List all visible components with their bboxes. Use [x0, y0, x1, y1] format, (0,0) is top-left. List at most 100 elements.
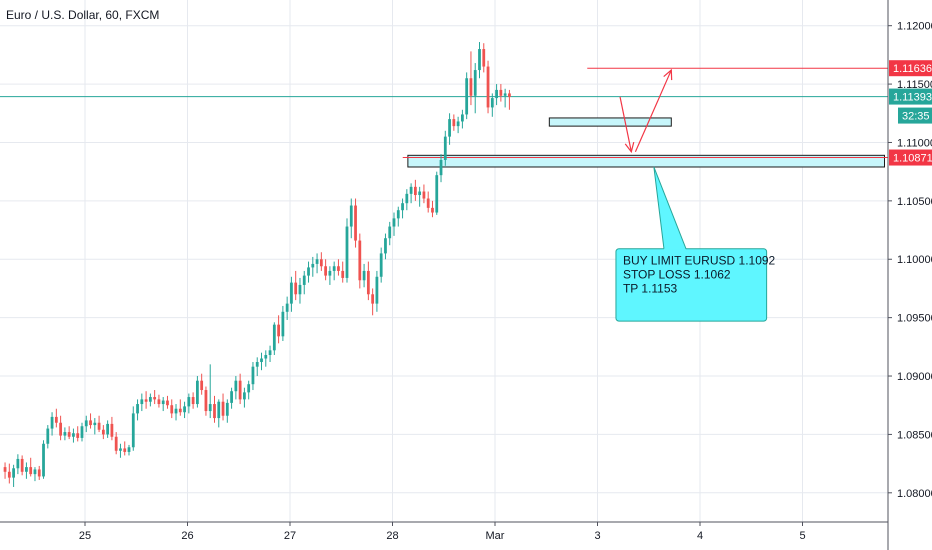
candle-body — [478, 49, 481, 71]
candle-body — [204, 390, 208, 412]
candle-body — [3, 467, 7, 472]
candle-body — [473, 70, 477, 96]
price-tick-label: 1.09500 — [897, 313, 932, 325]
candle-body — [418, 191, 422, 196]
trade-arrow-line — [634, 69, 672, 153]
candle-body — [166, 400, 169, 406]
candle-body — [499, 89, 503, 96]
candle-body — [332, 266, 336, 271]
candle-body — [63, 432, 67, 436]
candle-body — [140, 399, 144, 405]
candle-body — [337, 266, 340, 271]
candle-body — [110, 423, 114, 437]
candle-body — [413, 186, 417, 196]
candle-body — [144, 399, 148, 402]
candle-body — [80, 426, 84, 438]
candle-body — [208, 404, 212, 412]
candle-body — [392, 218, 396, 227]
candle-body — [465, 78, 469, 115]
candle-body — [435, 175, 439, 213]
candle-body — [196, 380, 199, 405]
trade-arrow-line — [619, 96, 632, 152]
candle-body — [213, 404, 216, 419]
time-tick-label: 26 — [181, 530, 193, 542]
candle-body — [490, 98, 494, 108]
candle-body — [319, 259, 323, 267]
candle-body — [281, 311, 285, 337]
candle-body — [268, 350, 272, 356]
candle-body — [422, 191, 426, 199]
candle-body — [67, 432, 71, 437]
time-tick-label: 28 — [386, 530, 398, 542]
time-tick-label: 3 — [594, 530, 600, 542]
candle-body — [345, 226, 349, 278]
candle-body — [366, 270, 370, 295]
candle-body — [272, 324, 276, 351]
time-tick-label: 4 — [697, 530, 703, 542]
candle-body — [243, 392, 246, 400]
callout-line: TP 1.1153 — [623, 282, 678, 296]
price-tick-label: 1.12000 — [897, 21, 932, 33]
candle-body — [37, 469, 41, 477]
candle-body — [349, 205, 353, 227]
candle-body — [101, 429, 105, 435]
candle-body — [12, 468, 15, 478]
trade-arrow-head — [663, 68, 673, 81]
candle-body — [285, 303, 289, 312]
callout-line: BUY LIMIT EURUSD 1.1092 — [623, 254, 776, 268]
candle-body — [426, 198, 430, 208]
candle-body — [409, 186, 413, 194]
candle-body — [439, 159, 443, 176]
candle-body — [148, 397, 152, 402]
candle-body — [495, 89, 498, 99]
callout-pointer-outline — [653, 166, 687, 249]
candle-body — [59, 422, 63, 436]
support-zone — [548, 117, 672, 127]
candle-body — [405, 193, 409, 204]
candle-body — [33, 469, 37, 475]
candle-body — [123, 448, 127, 452]
countdown-bg — [898, 107, 932, 124]
candle-body — [29, 467, 33, 475]
candle-body — [106, 423, 110, 435]
price-tick-label: 1.08000 — [897, 488, 932, 500]
candle-body — [25, 467, 28, 472]
candle-body — [217, 401, 221, 419]
candle-body — [119, 448, 122, 451]
candle-body — [486, 66, 490, 108]
candle-body — [127, 447, 131, 452]
candle-body — [136, 404, 139, 414]
candle-body — [448, 119, 451, 137]
candle-body — [72, 433, 75, 437]
candle-body — [503, 93, 507, 96]
candle-body — [371, 294, 375, 304]
candle-body — [50, 416, 54, 429]
candle-body — [97, 422, 101, 430]
candle-body — [238, 380, 242, 400]
candle-body — [375, 276, 379, 304]
candle-body — [84, 420, 88, 427]
candle-body — [157, 399, 161, 405]
candle-body — [456, 121, 460, 127]
bar-countdown: 32:35 — [902, 111, 930, 123]
candle-body — [7, 471, 11, 478]
callout-box — [615, 248, 768, 322]
time-tick-label: 25 — [79, 530, 91, 542]
candlestick-series — [3, 42, 511, 487]
price-tick-label: 1.11500 — [897, 79, 932, 91]
candle-body — [298, 284, 302, 295]
candle-body — [482, 49, 486, 67]
candle-body — [174, 408, 178, 414]
current-price-label-bg — [889, 88, 932, 105]
price-tick-label: 1.10500 — [897, 196, 932, 208]
take-profit-price-label-bg — [889, 60, 932, 77]
candle-body — [324, 266, 328, 276]
candle-body — [54, 416, 58, 423]
candle-body — [191, 397, 195, 405]
candle-body — [443, 136, 447, 160]
candle-body — [294, 282, 298, 295]
time-tick-label: 27 — [284, 530, 296, 542]
candle-body — [114, 436, 118, 451]
